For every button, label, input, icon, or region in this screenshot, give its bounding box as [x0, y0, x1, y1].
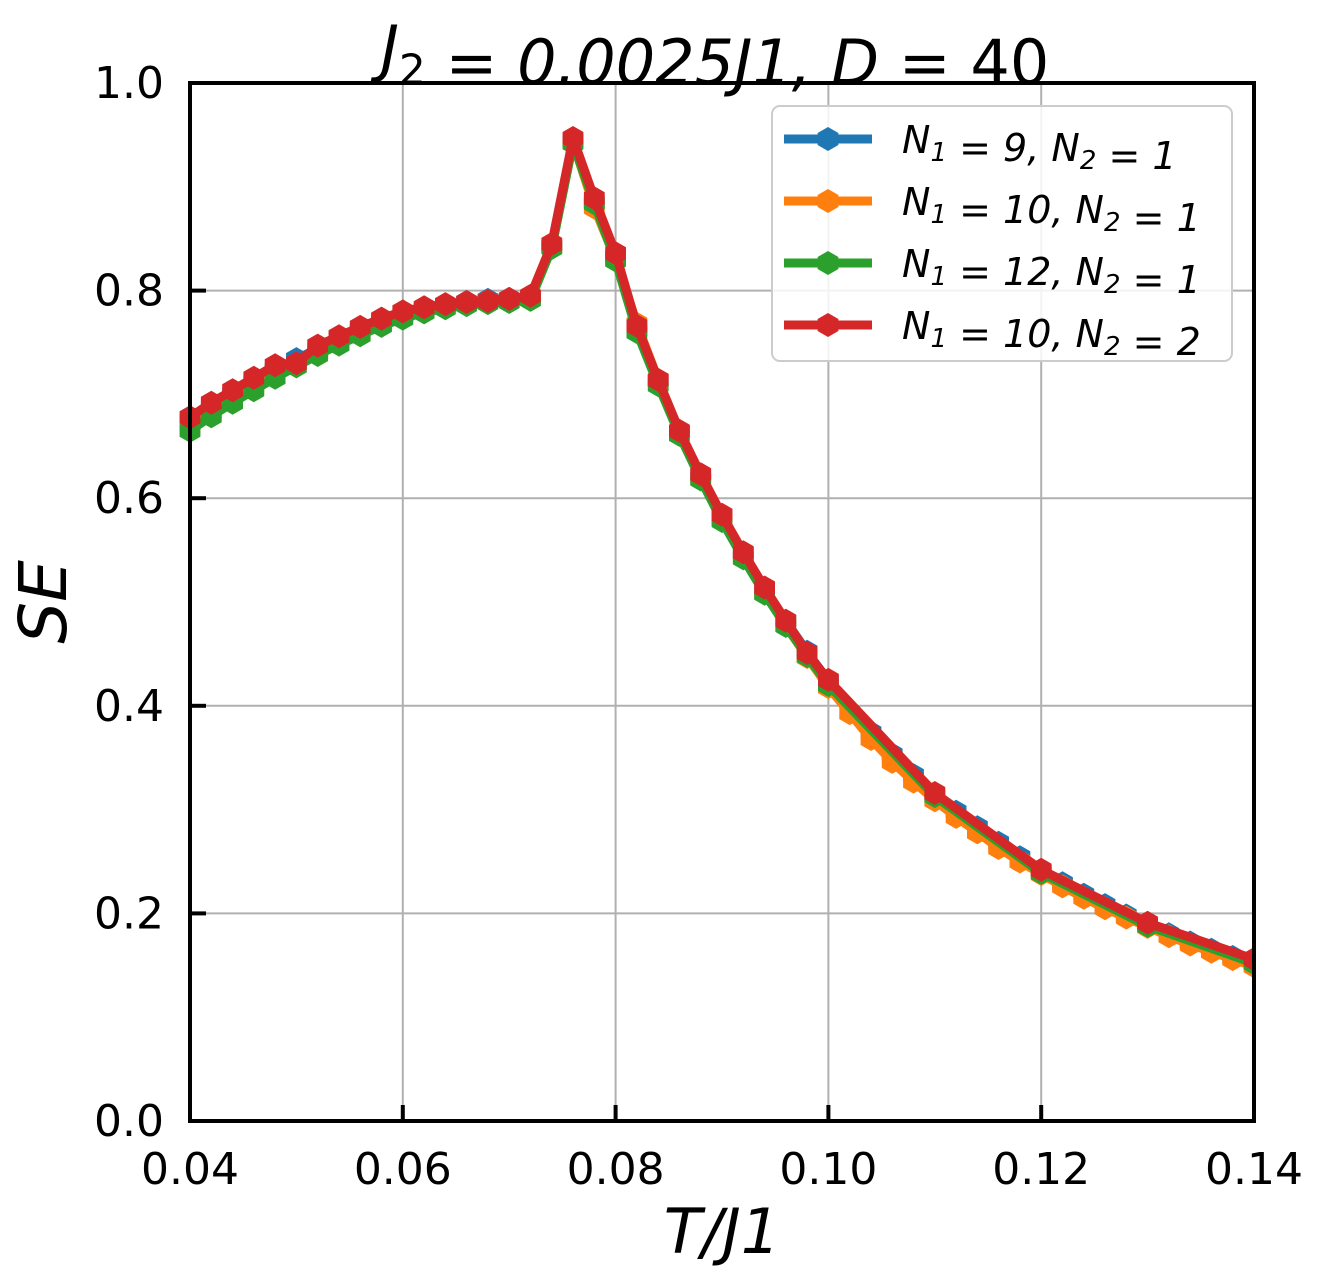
ticks: 0.04 0.06 0.08 0.10 0.12 0.14 0.0 0.2 0.4 0.6 0.8 1… [94, 58, 1303, 1195]
data-point [711, 502, 733, 527]
data-point [605, 241, 626, 266]
legend-swatch-marker [817, 313, 839, 337]
data-point [264, 353, 286, 378]
data-point [200, 390, 222, 415]
data-point [371, 306, 392, 331]
data-point [669, 418, 690, 443]
plot-frame [188, 81, 1256, 1123]
data-point [754, 575, 775, 600]
legend: N1 = 9, N2 = 1N1 = 10, N2 = 1N1 = 12, N2… [771, 105, 1233, 364]
data-point [222, 378, 243, 403]
x-tick-label: 0.14 [1205, 1144, 1303, 1195]
data-point [818, 667, 839, 692]
data-point [796, 640, 818, 665]
legend-box [771, 105, 1233, 362]
legend-swatch-marker [817, 127, 839, 151]
legend-item: N1 = 10, N2 = 1 [784, 180, 1201, 240]
data-point [286, 351, 307, 376]
data-point [456, 290, 477, 314]
y-tick-label: 0.6 [94, 473, 164, 524]
data-point [775, 608, 797, 633]
legend-label: N1 = 12, N2 = 1 [902, 242, 1201, 302]
data-point [626, 313, 648, 338]
legend-item: N1 = 10, N2 = 2 [784, 304, 1201, 364]
data-point [243, 365, 265, 390]
x-tick-label: 0.04 [141, 1144, 239, 1195]
data-point [435, 292, 456, 317]
x-axis-label: T/J1 [664, 1195, 781, 1268]
legend-label: N1 = 9, N2 = 1 [902, 118, 1177, 178]
y-axis-label: SE [5, 560, 82, 644]
x-tick-label: 0.10 [779, 1144, 877, 1195]
data-point [477, 289, 499, 313]
series-layer [179, 126, 1254, 979]
x-tick-label: 0.06 [354, 1144, 452, 1195]
data-point [520, 283, 541, 308]
data-point [328, 324, 350, 349]
data-point [732, 540, 754, 565]
x-tick-label: 0.12 [992, 1144, 1090, 1195]
data-point [498, 286, 520, 311]
data-point [307, 333, 329, 358]
legend-label: N1 = 10, N2 = 1 [902, 180, 1201, 240]
data-point [541, 231, 563, 256]
data-point [1137, 910, 1158, 935]
x-tick-label: 0.08 [567, 1144, 665, 1195]
y-tick-label: 1.0 [94, 58, 164, 109]
chart-title: J2 = 0.0025J1, D = 40 [370, 12, 1050, 99]
y-tick-label: 0.0 [94, 1096, 164, 1147]
legend-swatch-marker [817, 251, 839, 275]
series-4 [179, 126, 1254, 972]
data-point [392, 299, 414, 324]
legend-item: N1 = 9, N2 = 1 [784, 118, 1177, 178]
data-point [647, 367, 669, 392]
y-tick-label: 0.8 [94, 266, 164, 317]
legend-label: N1 = 10, N2 = 2 [902, 304, 1201, 364]
data-point [583, 186, 605, 211]
data-point [1243, 947, 1254, 972]
y-tick-label: 0.4 [94, 681, 164, 732]
data-point [1030, 857, 1052, 882]
data-point [690, 462, 712, 487]
data-point [413, 295, 435, 320]
data-point [562, 126, 584, 150]
data-point [349, 314, 371, 339]
legend-item: N1 = 12, N2 = 1 [784, 242, 1201, 302]
legend-swatch-marker [817, 189, 839, 213]
data-point [924, 781, 946, 805]
y-tick-label: 0.2 [94, 888, 164, 939]
